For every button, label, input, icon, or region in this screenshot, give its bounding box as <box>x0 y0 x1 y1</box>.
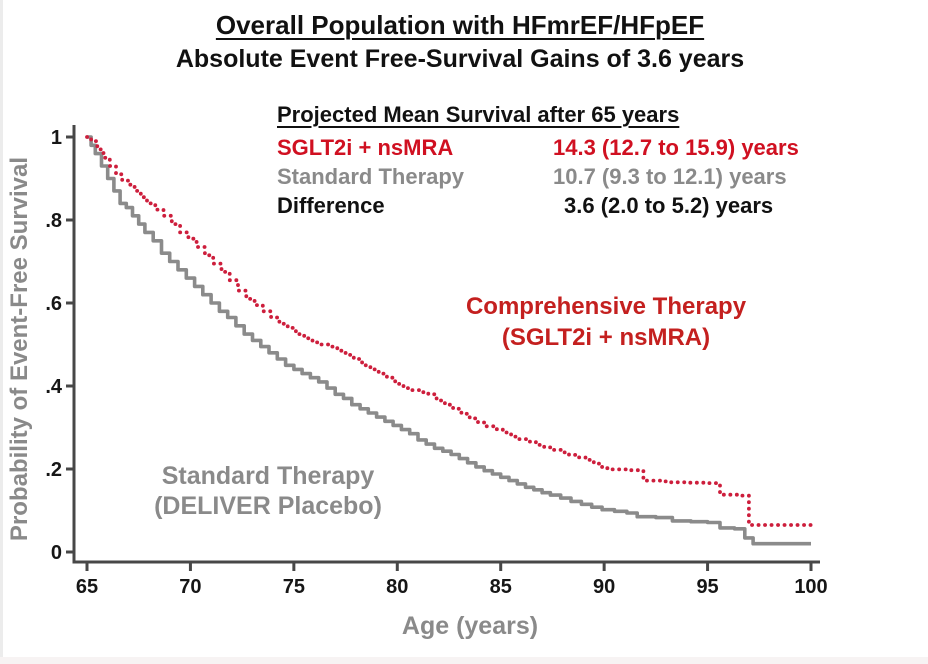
chart-title: Overall Population with HFmrEF/HFpEF <box>215 10 705 40</box>
x-tick-label: 70 <box>179 576 201 598</box>
x-tick-label: 90 <box>593 576 615 598</box>
x-tick-label: 100 <box>794 576 827 598</box>
y-tick-label: .8 <box>45 210 62 232</box>
bottom-edge-strip <box>0 657 928 664</box>
y-tick-label: .2 <box>45 459 62 481</box>
comprehensive-therapy-label-line1: Comprehensive Therapy <box>465 293 747 320</box>
stats-label-standard: Standard Therapy <box>277 164 465 189</box>
comprehensive-therapy-curve <box>85 135 813 527</box>
standard-therapy-label-line2: (DELIVER Placebo) <box>154 492 382 520</box>
left-edge-strip <box>0 0 3 664</box>
y-tick-label: 1 <box>51 127 62 149</box>
comprehensive-therapy-label: Comprehensive Therapy (SGLT2i + nsMRA) <box>430 291 782 353</box>
x-tick-label: 85 <box>490 576 512 598</box>
stats-label-difference: Difference <box>277 193 385 218</box>
comprehensive-therapy-label-line2: (SGLT2i + nsMRA) <box>501 324 711 351</box>
standard-therapy-label: Standard Therapy (DELIVER Placebo) <box>103 461 433 521</box>
projected-survival-heading: Projected Mean Survival after 65 years <box>277 102 680 127</box>
projected-survival-panel: Projected Mean Survival after 65 years S… <box>277 102 897 220</box>
x-tick-label: 95 <box>696 576 718 598</box>
chart-subtitle: Absolute Event Free-Survival Gains of 3.… <box>175 45 745 73</box>
x-axis-title: Age (years) <box>401 612 539 640</box>
stats-value-sglt2i: 14.3 (12.7 to 15.9) years <box>553 135 799 160</box>
y-tick-label: .6 <box>45 293 62 315</box>
y-tick-label: 0 <box>51 542 62 564</box>
x-tick-label: 80 <box>386 576 408 598</box>
stats-value-difference: 3.6 (2.0 to 5.2) years <box>564 193 774 218</box>
stats-row-standard: Standard Therapy 10.7 (9.3 to 12.1) year… <box>277 162 897 191</box>
x-tick-label: 65 <box>76 576 98 598</box>
axis-lines <box>72 125 820 564</box>
standard-therapy-curve <box>87 135 811 546</box>
stats-row-sglt2i: SGLT2i + nsMRA 14.3 (12.7 to 15.9) years <box>277 133 897 162</box>
title-block: Overall Population with HFmrEF/HFpEF Abs… <box>0 10 920 74</box>
x-tick-label: 75 <box>283 576 305 598</box>
stats-value-standard: 10.7 (9.3 to 12.1) years <box>553 164 787 189</box>
y-tick-label: .4 <box>45 376 63 398</box>
standard-therapy-label-line1: Standard Therapy <box>161 462 375 490</box>
stats-label-sglt2i: SGLT2i + nsMRA <box>277 135 454 160</box>
stats-row-difference: Difference 3.6 (2.0 to 5.2) years <box>277 191 897 220</box>
